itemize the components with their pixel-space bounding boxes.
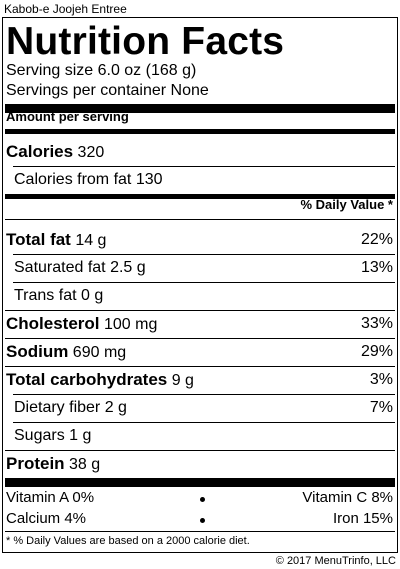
sodium-dv: 29% (360, 343, 393, 360)
cholesterol-row: Cholesterol 100 mg 33% (6, 310, 393, 337)
dietary-fiber-dv: 7% (369, 399, 393, 416)
product-name: Kabob-e Joojeh Entree (4, 2, 127, 16)
protein-label: Protein (6, 454, 65, 473)
total-fat-label: Total fat (6, 230, 71, 249)
dietary-fiber-row: Dietary fiber 2 g 7% (14, 394, 393, 421)
daily-value-header: % Daily Value * (300, 197, 394, 212)
amount-per-serving: Amount per serving (6, 109, 129, 124)
divider (13, 282, 395, 283)
calories-value: 320 (77, 144, 105, 161)
divider (5, 450, 395, 451)
calories-from-fat-label: Calories from fat (14, 171, 132, 188)
cholesterol-dv: 33% (360, 315, 393, 332)
cholesterol-label: Cholesterol (6, 314, 100, 333)
total-carbohydrates-row: Total carbohydrates 9 g 3% (6, 366, 393, 393)
divider (13, 422, 395, 423)
divider (5, 338, 395, 339)
protein-amount: 38 g (69, 456, 101, 473)
cholesterol-amount: 100 mg (103, 316, 158, 333)
calories-row: Calories 320 (6, 138, 393, 165)
serving-size: Serving size 6.0 oz (168 g) (6, 62, 197, 79)
total-carbohydrates-dv: 3% (369, 371, 393, 388)
dietary-fiber-amount: 2 g (104, 399, 127, 416)
total-carbohydrates-amount: 9 g (171, 372, 194, 389)
nutrition-facts-title: Nutrition Facts (6, 20, 285, 63)
divider (13, 254, 395, 255)
divider (5, 366, 395, 367)
divider-medium (5, 194, 395, 199)
trans-fat-amount: 0 g (81, 287, 104, 304)
divider-medium (5, 129, 395, 134)
daily-value-footnote: * % Daily Values are based on a 2000 cal… (6, 535, 250, 547)
calcium: Calcium 4% (6, 510, 87, 527)
sodium-label: Sodium (6, 342, 69, 361)
divider-thick (5, 104, 395, 113)
divider (5, 531, 395, 532)
protein-row: Protein 38 g (6, 450, 393, 477)
nutrition-facts-panel: Nutrition Facts Serving size 6.0 oz (168… (2, 17, 398, 553)
servings-per-container: Servings per container None (6, 82, 209, 99)
iron: Iron 15% (332, 510, 393, 527)
trans-fat-label: Trans fat (14, 287, 77, 304)
total-carbohydrates-label: Total carbohydrates (6, 370, 168, 389)
bullet-icon (200, 518, 205, 523)
total-fat-dv: 22% (360, 231, 393, 248)
copyright: © 2017 MenuTrinfo, LLC (275, 555, 396, 567)
sugars-row: Sugars 1 g (14, 422, 393, 449)
calories-from-fat-row: Calories from fat 130 (14, 166, 393, 193)
sugars-amount: 1 g (69, 427, 92, 444)
divider-thick (5, 478, 395, 487)
calories-label: Calories (6, 142, 74, 161)
divider (13, 394, 395, 395)
vitamin-a: Vitamin A 0% (6, 489, 95, 506)
bullet-icon (200, 497, 205, 502)
sodium-row: Sodium 690 mg 29% (6, 338, 393, 365)
calories-from-fat-value: 130 (135, 171, 163, 188)
saturated-fat-label: Saturated fat (14, 259, 106, 276)
total-fat-amount: 14 g (75, 232, 107, 249)
sugars-label: Sugars (14, 427, 65, 444)
dietary-fiber-label: Dietary fiber (14, 399, 101, 416)
divider (13, 166, 395, 167)
trans-fat-row: Trans fat 0 g (14, 282, 393, 309)
total-fat-row: Total fat 14 g 22% (6, 226, 393, 253)
vitamin-c: Vitamin C 8% (302, 489, 393, 506)
saturated-fat-row: Saturated fat 2.5 g 13% (14, 254, 393, 281)
divider (5, 310, 395, 311)
saturated-fat-dv: 13% (360, 259, 393, 276)
divider (5, 219, 395, 220)
sodium-amount: 690 mg (72, 344, 127, 361)
saturated-fat-amount: 2.5 g (110, 259, 146, 276)
